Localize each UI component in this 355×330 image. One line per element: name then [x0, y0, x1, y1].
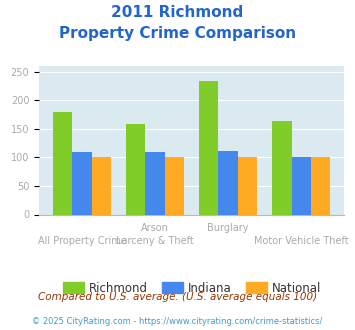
Text: © 2025 CityRating.com - https://www.cityrating.com/crime-statistics/: © 2025 CityRating.com - https://www.city…: [32, 317, 323, 326]
Text: All Property Crime: All Property Crime: [38, 236, 126, 246]
Bar: [126, 124, 146, 214]
Text: 2011 Richmond: 2011 Richmond: [111, 5, 244, 20]
Text: Compared to U.S. average. (U.S. average equals 100): Compared to U.S. average. (U.S. average …: [38, 292, 317, 302]
Bar: [238, 157, 257, 214]
Bar: [218, 151, 238, 214]
Text: Burglary: Burglary: [207, 223, 249, 233]
Text: Larceny & Theft: Larceny & Theft: [116, 236, 194, 246]
Bar: [272, 121, 291, 214]
Bar: [311, 157, 331, 214]
Bar: [53, 112, 72, 214]
Text: Property Crime Comparison: Property Crime Comparison: [59, 26, 296, 41]
Bar: [199, 81, 218, 214]
Bar: [146, 152, 165, 214]
Text: Motor Vehicle Theft: Motor Vehicle Theft: [254, 236, 349, 246]
Legend: Richmond, Indiana, National: Richmond, Indiana, National: [58, 277, 326, 299]
Bar: [165, 157, 184, 214]
Text: Arson: Arson: [141, 223, 169, 233]
Bar: [291, 157, 311, 214]
Bar: [92, 157, 111, 214]
Bar: [72, 152, 92, 214]
